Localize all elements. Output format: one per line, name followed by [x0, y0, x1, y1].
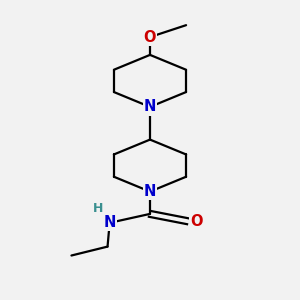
Text: O: O [190, 214, 203, 229]
Text: O: O [144, 30, 156, 45]
Text: N: N [103, 215, 116, 230]
Text: H: H [93, 202, 103, 215]
Text: N: N [144, 184, 156, 199]
Text: N: N [144, 99, 156, 114]
